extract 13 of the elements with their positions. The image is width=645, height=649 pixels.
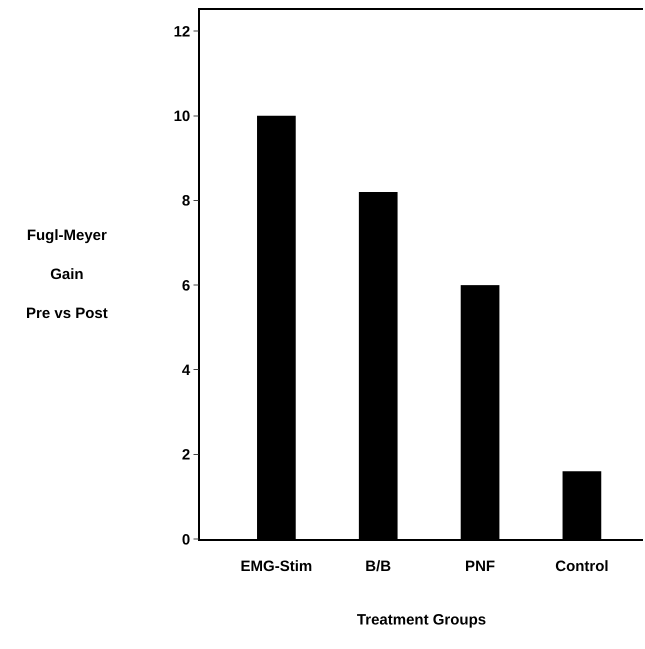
- y-tick-label: 8: [182, 192, 190, 210]
- x-tick-label: EMG-Stim: [240, 558, 312, 575]
- x-tick-label: PNF: [465, 558, 496, 575]
- y-tick-label: 10: [174, 108, 190, 126]
- x-tick-label: B/B: [365, 558, 392, 575]
- y-tick-label: 12: [174, 23, 190, 40]
- y-tick-label: 2: [182, 446, 190, 464]
- x-tick-label: Control: [555, 558, 609, 575]
- y-tick-label: 0: [182, 531, 190, 548]
- y-tick-label: 4: [182, 362, 191, 379]
- y-tick-label: 6: [182, 277, 190, 294]
- x-axis-title: Treatment Groups: [356, 611, 486, 628]
- text: Fugl-Meyer Gain Pre vs Post: [26, 227, 108, 322]
